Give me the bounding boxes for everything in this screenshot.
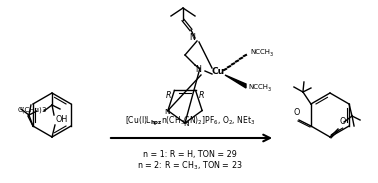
Text: ): ) (38, 107, 41, 113)
Text: n = 2: R = CH$_3$, TON = 23: n = 2: R = CH$_3$, TON = 23 (137, 160, 243, 173)
Text: n = 1: R = H, TON = 29: n = 1: R = H, TON = 29 (143, 150, 237, 159)
Text: 3: 3 (270, 52, 273, 57)
Polygon shape (225, 75, 246, 88)
Text: Cu: Cu (211, 68, 225, 76)
Text: O: O (294, 108, 300, 117)
Text: N: N (195, 66, 201, 74)
Text: OH: OH (56, 115, 68, 124)
Text: O: O (340, 117, 346, 126)
Text: NCCH: NCCH (248, 84, 268, 90)
Text: NCCH: NCCH (250, 49, 270, 55)
Text: C(CH: C(CH (17, 107, 35, 113)
Text: N: N (164, 109, 170, 115)
Text: R: R (166, 91, 171, 100)
Text: 3: 3 (268, 87, 271, 92)
Text: N: N (189, 33, 195, 42)
Text: R: R (198, 91, 204, 100)
Text: 3: 3 (41, 107, 45, 113)
Text: N: N (183, 121, 189, 127)
Text: [Cu(I)L$_{\mathbf{hpz}}$n(CH$_3$CN)$_2$]PF$_6$, O$_2$, NEt$_3$: [Cu(I)L$_{\mathbf{hpz}}$n(CH$_3$CN)$_2$]… (125, 115, 255, 128)
Text: 3: 3 (36, 108, 39, 113)
